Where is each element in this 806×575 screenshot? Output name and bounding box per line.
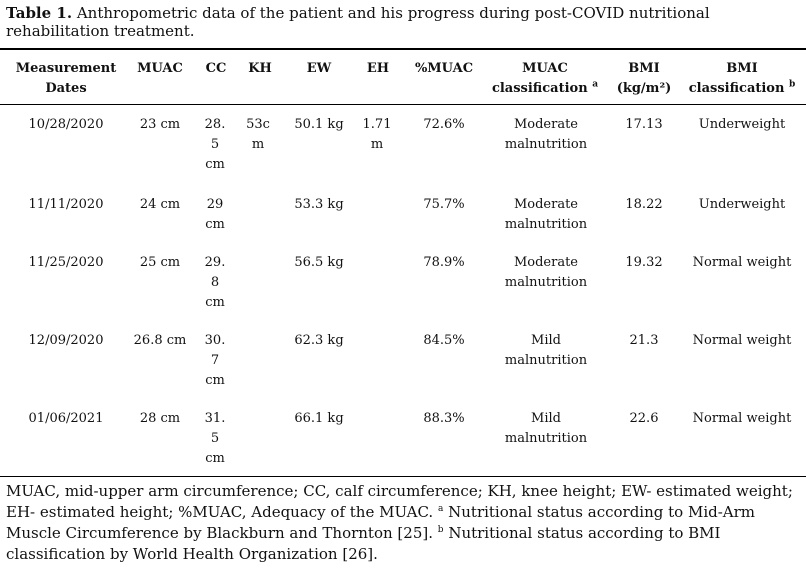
cell-cc: 28. 5 cm: [204, 117, 226, 172]
cell-muac: 25 cm: [139, 255, 181, 270]
header-bmi-classification: BMI classification b: [684, 59, 800, 99]
footnote-a-text: Nutritional status according to Mid-Arm …: [6, 503, 756, 542]
cell-muac: 26.8 cm: [133, 333, 187, 348]
table-caption-text: Anthropometric data of the patient and h…: [6, 4, 710, 40]
cell-muac-classification: Mild malnutrition: [504, 333, 588, 368]
cell-date: 11/11/2020: [28, 197, 104, 212]
header-muac-classification-mark: a: [592, 79, 599, 90]
cell-muac: 28 cm: [139, 411, 181, 426]
header-muac-classification: MUAC classification a: [490, 59, 600, 99]
table-bottom-rule: [0, 476, 806, 477]
cell-cc: 29 cm: [205, 197, 225, 232]
cell-cc: 31. 5 cm: [204, 411, 226, 466]
header-muac-classification-text: MUAC classification: [491, 61, 588, 96]
cell-bmi: 17.13: [625, 117, 663, 132]
header-bmi-text: BMI: [628, 61, 660, 76]
cell-percent-muac: 75.7%: [423, 197, 465, 212]
cell-date: 10/28/2020: [28, 117, 104, 132]
header-bmi: BMI (kg/m²): [612, 59, 676, 99]
table-footnote: MUAC, mid-upper arm circumference; CC, c…: [6, 481, 802, 565]
cell-muac: 24 cm: [139, 197, 181, 212]
cell-ew: 50.1 kg: [294, 117, 344, 132]
header-cc: CC: [205, 61, 227, 76]
header-muac: MUAC: [137, 61, 183, 76]
footnote-mark-a: a: [437, 504, 444, 514]
cell-muac-classification: Moderate malnutrition: [504, 255, 588, 290]
table-caption: Table 1. Anthropometric data of the pati…: [6, 4, 800, 40]
cell-ew: 53.3 kg: [294, 197, 344, 212]
cell-date: 12/09/2020: [28, 333, 104, 348]
table-caption-label: Table 1.: [6, 4, 73, 22]
cell-ew: 62.3 kg: [294, 333, 344, 348]
table-top-rule: [0, 48, 806, 50]
header-date: Measurement Dates: [15, 61, 117, 96]
cell-muac: 23 cm: [139, 117, 181, 132]
cell-eh: 1.71 m: [362, 117, 392, 152]
cell-ew: 56.5 kg: [294, 255, 344, 270]
cell-bmi: 22.6: [629, 411, 659, 426]
header-bmi-classification-text: BMI classification: [688, 61, 785, 96]
cell-percent-muac: 78.9%: [423, 255, 465, 270]
header-bmi-classification-mark: b: [788, 79, 796, 90]
header-eh: EH: [366, 61, 390, 76]
cell-muac-classification: Mild malnutrition: [504, 411, 588, 446]
header-bmi-unit: (kg/m²): [616, 81, 672, 96]
header-ew: EW: [306, 61, 332, 76]
cell-cc: 29. 8 cm: [204, 255, 226, 310]
cell-bmi-classification: Underweight: [698, 117, 786, 132]
cell-date: 11/25/2020: [28, 255, 104, 270]
cell-bmi-classification: Normal weight: [692, 411, 792, 426]
cell-muac-classification: Moderate malnutrition: [504, 117, 588, 152]
cell-bmi: 21.3: [629, 333, 659, 348]
cell-kh: 53c m: [246, 117, 270, 152]
cell-bmi-classification: Normal weight: [692, 255, 792, 270]
footnote-abbreviations: MUAC, mid-upper arm circumference; CC, c…: [6, 482, 793, 521]
footnote-b-text: Nutritional status according to BMI clas…: [6, 524, 721, 563]
cell-ew: 66.1 kg: [294, 411, 344, 426]
cell-date: 01/06/2021: [28, 411, 104, 426]
cell-percent-muac: 84.5%: [423, 333, 465, 348]
cell-muac-classification: Moderate malnutrition: [504, 197, 588, 232]
cell-bmi-classification: Underweight: [698, 197, 786, 212]
header-kh: KH: [248, 61, 272, 76]
cell-bmi: 19.32: [625, 255, 663, 270]
footnote-mark-b: b: [437, 525, 444, 535]
cell-percent-muac: 72.6%: [423, 117, 465, 132]
cell-bmi: 18.22: [625, 197, 663, 212]
header-percent-muac: %MUAC: [414, 61, 474, 76]
cell-bmi-classification: Normal weight: [692, 333, 792, 348]
table-header-rule: [0, 104, 806, 105]
cell-percent-muac: 88.3%: [423, 411, 465, 426]
cell-cc: 30. 7 cm: [204, 333, 226, 388]
